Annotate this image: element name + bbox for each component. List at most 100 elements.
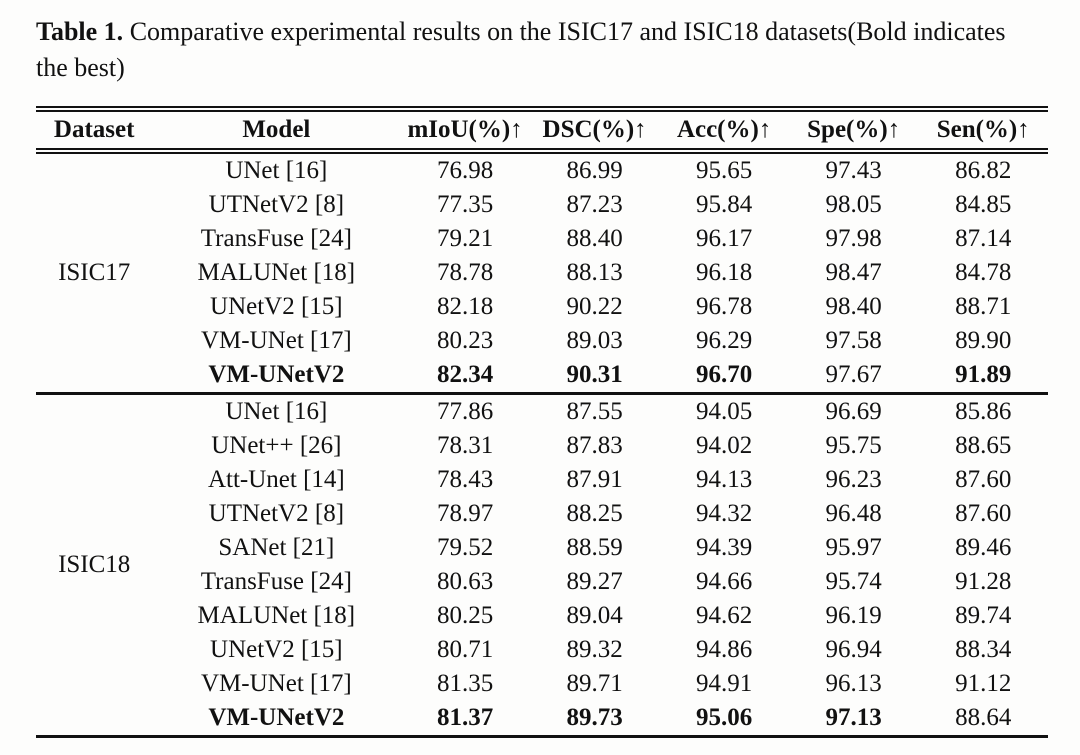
table-row: VM-UNetV2 82.34 90.31 96.70 97.67 91.89 [36,358,1048,394]
metric-cell: 95.97 [825,534,882,561]
metric-cell: 77.86 [400,392,530,429]
model-cell: SANet [21] [218,534,335,561]
table-row: TransFuse [24] 79.21 88.40 96.17 97.98 87.14 [36,222,1048,256]
results-table-header: Dataset Model mIoU(%)↑ DSC(%)↑ Acc(%)↑ S… [36,106,1048,154]
model-cell: UNet [16] [152,392,401,429]
metric-cell: 94.02 [696,432,753,459]
metric-cell: 95.75 [825,432,882,459]
model-cell: UNet [16] [225,157,328,184]
metric-cell: 84.78 [955,259,1012,286]
metric-cell: 88.34 [955,636,1012,663]
table-row: UTNetV2 [8] 78.97 88.25 94.32 96.48 87.60 [36,497,1048,531]
metric-cell: 95.06 [696,704,753,731]
col-header-model: Model [152,106,401,154]
metric-cell: 94.86 [696,636,753,663]
metric-cell: 96.94 [825,636,882,663]
table-row: UNetV2 [15] 82.18 90.22 96.78 98.40 88.71 [36,290,1048,324]
table-row: ISIC18 UNet [16] 77.86 87.55 94.05 96.69 85.86 [36,392,1048,737]
table-row: VM-UNet [17] 80.23 89.03 96.29 97.58 89.90 [36,324,1048,358]
table-caption-text: Comparative experimental results on the … [36,17,1006,82]
col-header-spe: Spe(%)↑ [788,106,919,154]
metric-cell: 88.64 [955,704,1012,731]
metric-cell: 94.39 [696,534,753,561]
model-cell: MALUNet [18] [197,602,356,629]
metric-cell: 96.29 [696,327,753,354]
metric-cell: 86.99 [566,157,623,184]
metric-cell: 95.84 [696,191,753,218]
metric-cell: 89.46 [955,534,1012,561]
metric-cell: 78.78 [436,259,494,286]
model-cell: UNetV2 [15] [210,293,343,320]
results-table-body: ISIC17 UNet [16] 76.98 86.99 95.65 97.43 86.82… [36,151,1048,737]
table-row: UTNetV2 [8] 77.35 87.23 95.84 98.05 84.85 [36,188,1048,222]
metric-cell: 80.25 [436,602,494,629]
model-cell: TransFuse [24] [200,568,352,595]
col-header-miou: mIoU(%)↑ [400,106,530,154]
metric-cell: 89.73 [566,704,623,731]
metric-cell: 87.60 [955,500,1012,527]
col-header-dsc: DSC(%)↑ [529,106,660,154]
model-cell: UTNetV2 [8] [208,191,345,218]
metric-cell: 89.32 [566,636,623,663]
metric-cell: 94.13 [696,466,753,493]
metric-cell: 87.23 [566,191,623,218]
metric-cell: 78.97 [436,500,494,527]
metric-cell: 98.05 [825,191,882,218]
model-cell: VM-UNet [17] [201,670,352,697]
col-header-acc: Acc(%)↑ [659,106,789,154]
metric-cell: 88.59 [566,534,623,561]
metric-cell: 82.18 [436,293,494,320]
metric-cell: 95.74 [825,568,882,595]
metric-cell: 96.17 [696,225,753,252]
metric-cell: 89.90 [955,327,1012,354]
metric-cell: 96.19 [825,602,882,629]
model-cell: TransFuse [24] [200,225,352,252]
metric-cell: 96.70 [696,361,753,388]
model-cell: UNet++ [26] [211,432,342,459]
metric-cell: 97.58 [825,327,882,354]
metric-cell: 97.43 [825,157,882,184]
metric-cell: 88.65 [955,432,1012,459]
metric-cell: 79.21 [436,225,494,252]
metric-cell: 89.74 [955,602,1012,629]
metric-cell: 89.71 [566,670,623,697]
metric-cell: 78.43 [436,466,494,493]
metric-cell: 87.14 [955,225,1012,252]
model-cell: VM-UNet [17] [201,327,352,354]
table-row: VM-UNet [17] 81.35 89.71 94.91 96.13 91.12 [36,667,1048,701]
metric-cell: 98.47 [825,259,882,286]
metric-cell: 82.34 [436,361,494,388]
table-row: ISIC17 UNet [16] 76.98 86.99 95.65 97.43 86.82 [36,151,1048,286]
dataset-cell: ISIC17 [58,259,131,286]
metric-cell: 76.98 [436,157,494,184]
metric-cell: 97.67 [825,361,882,388]
metric-cell: 94.91 [696,670,753,697]
metric-cell: 94.66 [696,568,753,595]
metric-cell: 96.23 [825,466,882,493]
metric-cell: 80.63 [436,568,494,595]
metric-cell: 88.13 [566,259,623,286]
metric-cell: 81.37 [436,704,494,731]
metric-cell: 87.60 [955,466,1012,493]
metric-cell: 89.27 [566,568,623,595]
table-row: UNetV2 [15] 80.71 89.32 94.86 96.94 88.34 [36,633,1048,667]
metric-cell: 89.04 [566,602,623,629]
metric-cell: 96.18 [696,259,753,286]
metric-cell: 88.71 [955,293,1012,320]
table-row: VM-UNetV2 81.37 89.73 95.06 97.13 88.64 [36,701,1048,737]
metric-cell: 91.89 [955,361,1012,388]
metric-cell: 88.40 [566,225,623,252]
metric-cell: 98.40 [825,293,882,320]
metric-cell: 94.62 [696,602,753,629]
metric-cell: 87.55 [529,392,660,429]
metric-cell: 97.13 [825,704,882,731]
metric-cell: 88.25 [566,500,623,527]
metric-cell: 89.03 [566,327,623,354]
table-row: SANet [21] 79.52 88.59 94.39 95.97 89.46 [36,531,1048,565]
metric-cell: 95.65 [696,157,753,184]
model-cell: Att-Unet [14] [207,466,345,493]
metric-cell: 91.28 [955,568,1012,595]
metric-cell: 86.82 [955,157,1012,184]
metric-cell: 91.12 [955,670,1012,697]
